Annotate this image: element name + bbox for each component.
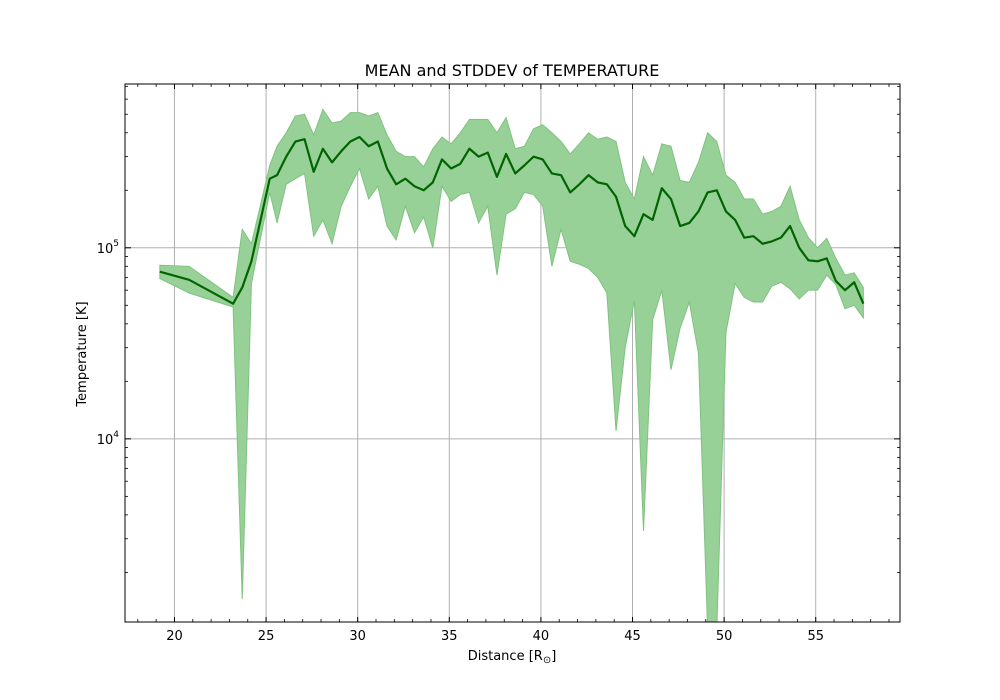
x-tick-label: 45 bbox=[624, 629, 641, 644]
plot-border bbox=[124, 83, 901, 623]
mean-line-layer bbox=[159, 135, 865, 305]
y-tick-label-base: 10 bbox=[97, 242, 114, 257]
x-axis-label-close: ] bbox=[551, 649, 556, 664]
stddev-band bbox=[159, 108, 864, 622]
x-axis-label-text: Distance [R bbox=[468, 649, 543, 664]
y-tick-label-base: 10 bbox=[97, 433, 114, 448]
x-tick-label: 55 bbox=[807, 629, 824, 644]
plot-frame bbox=[124, 83, 901, 623]
x-tick-label: 30 bbox=[349, 629, 366, 644]
x-tick-label: 25 bbox=[258, 629, 275, 644]
y-tick-label-exponent: 4 bbox=[113, 430, 119, 440]
x-tick-label: 50 bbox=[716, 629, 733, 644]
x-tick-label: 40 bbox=[533, 629, 550, 644]
x-axis-label: Distance [R⊙] bbox=[468, 649, 557, 666]
x-tick-label: 35 bbox=[441, 629, 458, 644]
mean-line bbox=[159, 135, 865, 305]
y-tick-label: 105 bbox=[97, 239, 119, 257]
x-axis-label-subscript: ⊙ bbox=[543, 655, 551, 666]
y-tick-label: 104 bbox=[97, 430, 120, 448]
y-tick-label-exponent: 5 bbox=[113, 239, 119, 249]
y-axis-label: Temperature [K] bbox=[75, 301, 90, 407]
chart-title: MEAN and STDDEV of TEMPERATURE bbox=[365, 61, 660, 80]
x-tick-label: 20 bbox=[166, 629, 183, 644]
stddev-band-area bbox=[159, 108, 864, 622]
